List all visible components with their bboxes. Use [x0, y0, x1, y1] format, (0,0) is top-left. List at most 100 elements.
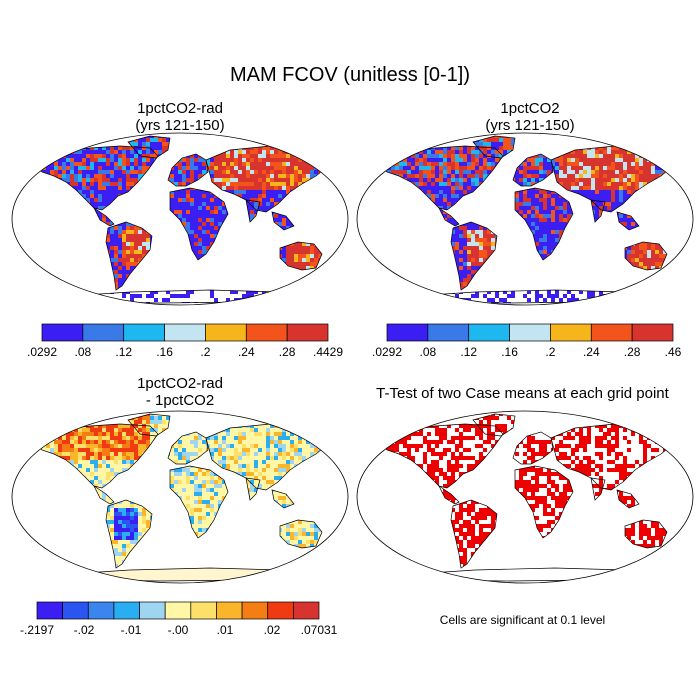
tl-cell — [10, 258, 14, 262]
tr-cell — [491, 154, 495, 158]
tl-cell — [326, 222, 328, 226]
tr-cell — [635, 178, 639, 182]
tl-cell — [142, 230, 146, 234]
tl-cell — [10, 202, 14, 206]
tr-cell — [599, 166, 603, 170]
tr-cell — [675, 146, 679, 150]
tl-cell — [190, 166, 194, 170]
tl-cell — [78, 138, 82, 142]
tl-cell — [130, 286, 134, 290]
tr-cell — [603, 158, 607, 162]
tr-cell — [499, 174, 503, 178]
tr-cell — [391, 182, 395, 186]
tl-cell — [134, 174, 138, 178]
tl-cell — [262, 242, 266, 246]
tl-cell — [130, 198, 134, 202]
tl-cell — [134, 166, 138, 170]
tl-cell — [46, 146, 50, 150]
tl-cell — [94, 194, 98, 198]
tl-cell — [110, 298, 114, 302]
tl-cell — [238, 278, 242, 282]
tl-cell — [318, 286, 322, 290]
tr-cell — [523, 154, 527, 158]
tl-cell — [170, 270, 174, 274]
tr-cell — [543, 170, 547, 174]
tr-cell — [647, 146, 651, 150]
tl-cell — [46, 266, 50, 270]
tl-cell — [226, 262, 230, 266]
tl-cell — [38, 222, 42, 226]
tl-cell — [82, 174, 86, 178]
tr-cell — [615, 162, 619, 166]
tl-cell — [138, 254, 142, 258]
tl-cell — [242, 210, 246, 214]
tr-cell — [377, 166, 379, 170]
tl-cell — [142, 250, 146, 254]
tr-cell — [443, 162, 447, 166]
tl-cell — [14, 298, 18, 302]
tl-cell — [214, 142, 218, 146]
tl-cell — [62, 146, 66, 150]
tl-cell — [130, 182, 134, 186]
tr-cell — [439, 150, 443, 154]
tl-cell — [318, 282, 322, 286]
tr-cell — [583, 166, 587, 170]
tl-cell — [246, 294, 250, 298]
tl-cell — [338, 262, 342, 266]
tl-cell — [206, 218, 210, 222]
tl-cell — [286, 142, 290, 146]
tl-cell — [254, 246, 258, 250]
tl-cell — [194, 174, 198, 178]
tr-cell — [451, 150, 455, 154]
tl-cell — [226, 178, 230, 182]
tl-cell — [118, 130, 122, 134]
tl-cell — [78, 218, 82, 222]
tl-cell — [242, 154, 246, 158]
tr-cell — [567, 146, 571, 150]
tl-cell — [10, 150, 14, 154]
tl-cell — [322, 302, 326, 303]
tl-cell — [290, 250, 294, 254]
tl-cell — [26, 234, 30, 238]
tl-cell — [278, 266, 282, 270]
tl-cell — [294, 218, 298, 222]
tl-cell — [218, 154, 222, 158]
tl-cell — [90, 234, 94, 238]
tl-cell — [126, 158, 130, 162]
tl-cell — [138, 234, 142, 238]
tl-cell — [166, 222, 170, 226]
tr-cell — [683, 170, 687, 174]
tr-cell — [383, 150, 387, 154]
tl-cell — [118, 198, 122, 202]
tl-cell — [166, 302, 170, 303]
tl-cell — [130, 250, 134, 254]
tl-cell — [70, 290, 74, 294]
tl-cell — [218, 178, 222, 182]
tl-cell — [234, 274, 238, 278]
tl-cell — [70, 242, 74, 246]
tl-cell — [286, 254, 290, 258]
tl-cell — [18, 170, 22, 174]
tl-cell — [162, 262, 166, 266]
tr-cell — [515, 146, 519, 150]
tl-cell — [126, 154, 130, 158]
tl-cell — [162, 162, 166, 166]
tl-cell — [150, 254, 154, 258]
tl-cell — [114, 234, 118, 238]
tl-cell — [250, 166, 254, 170]
tl-cell — [278, 302, 282, 303]
tr-cell — [639, 162, 643, 166]
tr-cell — [671, 146, 673, 150]
tl-cell — [190, 290, 194, 294]
tl-cell — [114, 266, 118, 270]
tl-cell — [174, 198, 178, 202]
tl-cell — [198, 142, 202, 146]
tl-cell — [294, 274, 298, 278]
tl-cell — [210, 234, 214, 238]
tl-cell — [170, 142, 174, 146]
tr-cell — [459, 178, 463, 182]
tr-cell — [483, 142, 487, 146]
tl-cell — [18, 302, 22, 306]
tr-cell — [419, 142, 423, 146]
tl-cell — [58, 294, 62, 298]
